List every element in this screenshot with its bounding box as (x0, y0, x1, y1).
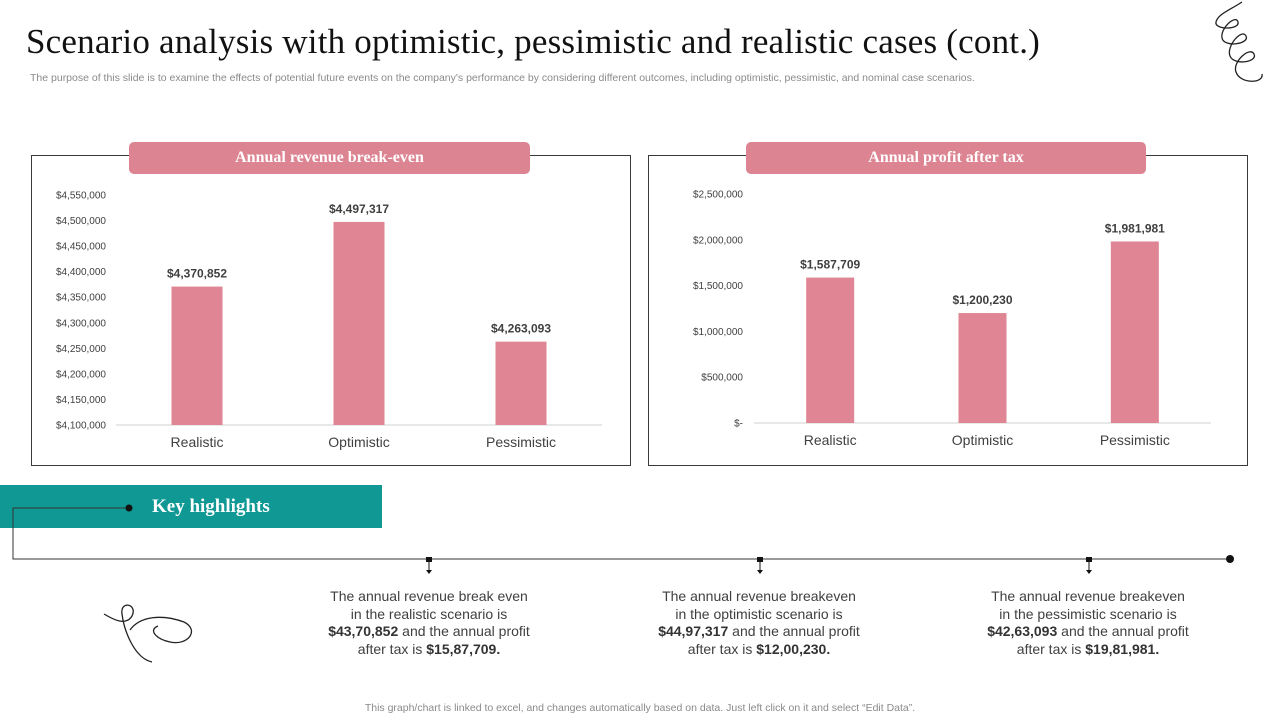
timeline-marker (426, 557, 432, 574)
highlight-line: The annual revenue breakeven (662, 588, 856, 604)
y-tick-label: $4,300,000 (56, 318, 106, 329)
y-tick-label: $4,450,000 (56, 242, 106, 253)
highlight-line: in the optimistic scenario is (675, 605, 843, 622)
data-label: $1,587,709 (800, 258, 860, 272)
data-label: $4,497,317 (329, 202, 389, 216)
timeline-marker (757, 557, 763, 574)
y-tick-label: $4,350,000 (56, 293, 106, 304)
highlight-line: The annual revenue break even (330, 588, 528, 604)
x-tick-label: Optimistic (952, 432, 1013, 448)
y-tick-label: $4,500,000 (56, 216, 106, 227)
revenue-break-even-chart[interactable]: $4,100,000 $4,150,000 $4,200,000 $4,250,000… (32, 156, 630, 465)
highlight-optimistic: The annual revenue breakeven in the opti… (644, 588, 874, 658)
decorative-swirl-bottom (103, 604, 192, 663)
bar-realistic[interactable] (171, 286, 223, 425)
bar-realistic[interactable] (806, 277, 855, 423)
x-tick-label: Optimistic (328, 434, 389, 450)
highlight-line: in the realistic scenario is (350, 605, 508, 622)
highlight-line: and the annual profit (728, 623, 860, 639)
y-tick-label: $4,550,000 (56, 191, 106, 202)
highlight-revenue: $43,70,852 (328, 623, 399, 639)
y-tick-label: $4,250,000 (56, 344, 106, 355)
bar-optimistic[interactable] (958, 313, 1007, 423)
page-subtitle: The purpose of this slide is to examine … (30, 72, 975, 84)
x-tick-label: Pessimistic (1100, 432, 1170, 448)
bar-pessimistic[interactable] (495, 341, 547, 425)
highlight-line: in the pessimistic scenario is (999, 605, 1177, 622)
y-tick-label: $4,400,000 (56, 267, 106, 278)
y-tick-label: $4,200,000 (56, 369, 106, 380)
data-label: $1,981,981 (1105, 221, 1165, 235)
highlight-line: after tax is (357, 640, 427, 657)
profit-chart-panel: $- $500,000 $1,000,000 $1,500,000 $2,000,000… (648, 155, 1248, 466)
highlight-line: and the annual profit (1057, 623, 1189, 639)
profit-after-tax-chart[interactable]: $- $500,000 $1,000,000 $1,500,000 $2,000,000… (649, 156, 1247, 465)
highlight-realistic: The annual revenue break even in the rea… (314, 588, 544, 658)
y-tick-label: $4,100,000 (56, 421, 106, 432)
key-highlights-label: Key highlights (152, 496, 270, 517)
key-highlights-band (0, 485, 382, 528)
highlight-revenue: $42,63,093 (987, 623, 1058, 639)
y-tick-label: $4,150,000 (56, 395, 106, 406)
highlight-revenue: $44,97,317 (658, 623, 729, 639)
profit-chart-title: Annual profit after tax (746, 142, 1146, 174)
y-tick-label: $1,000,000 (693, 327, 743, 338)
revenue-chart-title: Annual revenue break-even (129, 142, 530, 174)
data-label: $4,370,852 (167, 267, 227, 281)
revenue-chart-panel: $4,100,000 $4,150,000 $4,200,000 $4,250,000… (31, 155, 631, 466)
page-title: Scenario analysis with optimistic, pessi… (26, 22, 1041, 61)
highlight-pessimistic: The annual revenue breakeven in the pess… (973, 588, 1203, 658)
bar-optimistic[interactable] (333, 221, 385, 425)
highlight-line: The annual revenue breakeven (991, 588, 1185, 604)
data-label: $4,263,093 (491, 322, 551, 336)
highlight-line: after tax is (687, 640, 757, 657)
y-tick-label: $- (734, 419, 743, 430)
y-tick-label: $1,500,000 (693, 281, 743, 292)
x-tick-label: Realistic (171, 434, 224, 450)
y-tick-label: $500,000 (701, 373, 743, 384)
highlight-line: and the annual profit (398, 623, 530, 639)
x-tick-label: Pessimistic (486, 434, 556, 450)
footer-note: This graph/chart is linked to excel, and… (364, 702, 916, 714)
decorative-swirl-top (1215, 1, 1263, 82)
x-tick-label: Realistic (804, 432, 857, 448)
data-label: $1,200,230 (952, 293, 1012, 307)
highlights-timeline (12, 504, 1234, 574)
timeline-marker (1086, 557, 1092, 574)
highlight-profit: $12,00,230. (756, 640, 831, 657)
highlight-line: after tax is (1016, 640, 1086, 657)
bar-pessimistic[interactable] (1110, 241, 1159, 423)
y-tick-label: $2,500,000 (693, 190, 743, 201)
y-tick-label: $2,000,000 (693, 235, 743, 246)
highlight-profit: $19,81,981. (1085, 640, 1160, 657)
highlight-profit: $15,87,709. (426, 640, 501, 657)
